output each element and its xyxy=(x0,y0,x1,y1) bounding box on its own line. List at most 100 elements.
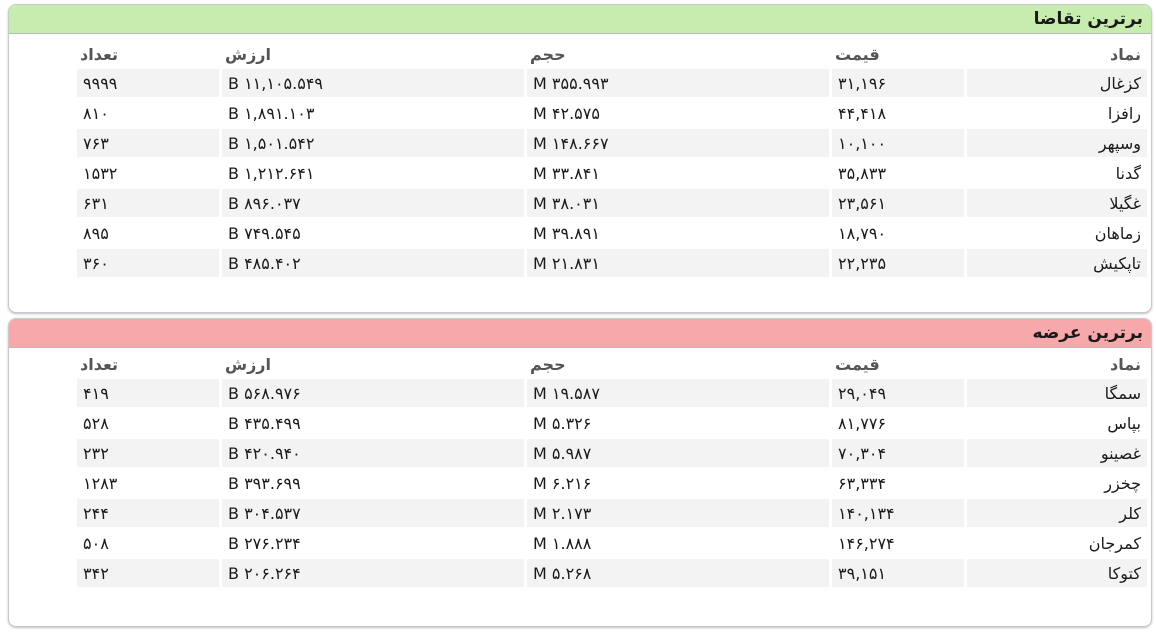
count-cell: ۳۴۲ xyxy=(74,559,219,589)
volume-cell: ۲.۱۷۳ M xyxy=(524,499,829,529)
symbol-cell[interactable]: کتوکا xyxy=(964,559,1147,589)
value-cell: ۸۹۶.۰۳۷ B xyxy=(219,189,524,219)
count-cell: ۴۱۹ xyxy=(74,379,219,409)
volume-cell: ۱۹.۵۸۷ M xyxy=(524,379,829,409)
table-row[interactable]: غصینو ۷۰,۳۰۴ ۵.۹۸۷ M ۴۲۰.۹۴۰ B ۲۳۲ xyxy=(74,439,1147,469)
volume-cell: ۳۹.۸۹۱ M xyxy=(524,219,829,249)
table-row[interactable]: بپاس ۸۱,۷۷۶ ۵.۳۲۶ M ۴۳۵.۴۹۹ B ۵۲۸ xyxy=(74,409,1147,439)
price-cell: ۱۸,۷۹۰ xyxy=(829,219,964,249)
price-cell: ۷۰,۳۰۴ xyxy=(829,439,964,469)
price-cell: ۳۱,۱۹۶ xyxy=(829,69,964,99)
count-cell: ۸۹۵ xyxy=(74,219,219,249)
symbol-cell[interactable]: سمگا xyxy=(964,379,1147,409)
value-cell: ۲۰۶.۲۶۴ B xyxy=(219,559,524,589)
top-demand-table: نماد قیمت حجم ارزش تعداد کزغال ۳۱,۱۹۶ ۳۵… xyxy=(74,39,1147,279)
count-cell: ۹۹۹۹ xyxy=(74,69,219,99)
symbol-cell[interactable]: کمرجان xyxy=(964,529,1147,559)
symbol-cell[interactable]: چخزر xyxy=(964,469,1147,499)
value-cell: ۳۹۳.۶۹۹ B xyxy=(219,469,524,499)
table-row[interactable]: کلر ۱۴۰,۱۳۴ ۲.۱۷۳ M ۳۰۴.۵۳۷ B ۲۴۴ xyxy=(74,499,1147,529)
volume-cell: ۴۲.۵۷۵ M xyxy=(524,99,829,129)
volume-cell: ۳۵۵.۹۹۳ M xyxy=(524,69,829,99)
column-header-count: تعداد xyxy=(74,39,219,69)
column-header-value: ارزش xyxy=(219,39,524,69)
column-header-volume: حجم xyxy=(524,349,829,379)
volume-cell: ۲۱.۸۳۱ M xyxy=(524,249,829,279)
count-cell: ۱۲۸۳ xyxy=(74,469,219,499)
price-cell: ۳۹,۱۵۱ xyxy=(829,559,964,589)
count-cell: ۷۶۳ xyxy=(74,129,219,159)
column-header-value: ارزش xyxy=(219,349,524,379)
table-row[interactable]: کزغال ۳۱,۱۹۶ ۳۵۵.۹۹۳ M ۱۱,۱۰۵.۵۴۹ B ۹۹۹۹ xyxy=(74,69,1147,99)
table-header-row: نماد قیمت حجم ارزش تعداد xyxy=(74,39,1147,69)
symbol-cell[interactable]: کلر xyxy=(964,499,1147,529)
count-cell: ۳۶۰ xyxy=(74,249,219,279)
value-cell: ۱۱,۱۰۵.۵۴۹ B xyxy=(219,69,524,99)
column-header-symbol: نماد xyxy=(964,39,1147,69)
symbol-cell[interactable]: غصینو xyxy=(964,439,1147,469)
top-demand-panel: برترین تقاضا نماد قیمت حجم ارزش تعداد کز… xyxy=(8,4,1152,313)
value-cell: ۴۲۰.۹۴۰ B xyxy=(219,439,524,469)
count-cell: ۶۳۱ xyxy=(74,189,219,219)
count-cell: ۲۳۲ xyxy=(74,439,219,469)
table-row[interactable]: وسپهر ۱۰,۱۰۰ ۱۴۸.۶۶۷ M ۱,۵۰۱.۵۴۲ B ۷۶۳ xyxy=(74,129,1147,159)
price-cell: ۱۴۰,۱۳۴ xyxy=(829,499,964,529)
volume-cell: ۳۸.۰۳۱ M xyxy=(524,189,829,219)
value-cell: ۷۴۹.۵۴۵ B xyxy=(219,219,524,249)
symbol-cell[interactable]: رافزا xyxy=(964,99,1147,129)
symbol-cell[interactable]: زماهان xyxy=(964,219,1147,249)
volume-cell: ۵.۹۸۷ M xyxy=(524,439,829,469)
price-cell: ۱۴۶,۲۷۴ xyxy=(829,529,964,559)
top-demand-title: برترین تقاضا xyxy=(9,5,1151,34)
symbol-cell[interactable]: تاپکیش xyxy=(964,249,1147,279)
table-row[interactable]: رافزا ۴۴,۴۱۸ ۴۲.۵۷۵ M ۱,۸۹۱.۱۰۳ B ۸۱۰ xyxy=(74,99,1147,129)
table-row[interactable]: چخزر ۶۳,۳۳۴ ۶.۲۱۶ M ۳۹۳.۶۹۹ B ۱۲۸۳ xyxy=(74,469,1147,499)
symbol-cell[interactable]: وسپهر xyxy=(964,129,1147,159)
symbol-cell[interactable]: غگیلا xyxy=(964,189,1147,219)
volume-cell: ۵.۳۲۶ M xyxy=(524,409,829,439)
count-cell: ۵۲۸ xyxy=(74,409,219,439)
symbol-cell[interactable]: بپاس xyxy=(964,409,1147,439)
value-cell: ۳۰۴.۵۳۷ B xyxy=(219,499,524,529)
price-cell: ۲۹,۰۴۹ xyxy=(829,379,964,409)
volume-cell: ۳۳.۸۴۱ M xyxy=(524,159,829,189)
table-row[interactable]: زماهان ۱۸,۷۹۰ ۳۹.۸۹۱ M ۷۴۹.۵۴۵ B ۸۹۵ xyxy=(74,219,1147,249)
symbol-cell[interactable]: کزغال xyxy=(964,69,1147,99)
table-row[interactable]: سمگا ۲۹,۰۴۹ ۱۹.۵۸۷ M ۵۶۸.۹۷۶ B ۴۱۹ xyxy=(74,379,1147,409)
volume-cell: ۵.۲۶۸ M xyxy=(524,559,829,589)
price-cell: ۸۱,۷۷۶ xyxy=(829,409,964,439)
column-header-count: تعداد xyxy=(74,349,219,379)
value-cell: ۲۷۶.۲۳۴ B xyxy=(219,529,524,559)
column-header-volume: حجم xyxy=(524,39,829,69)
price-cell: ۴۴,۴۱۸ xyxy=(829,99,964,129)
top-supply-table: نماد قیمت حجم ارزش تعداد سمگا ۲۹,۰۴۹ ۱۹.… xyxy=(74,349,1147,589)
value-cell: ۱,۲۱۲.۶۴۱ B xyxy=(219,159,524,189)
price-cell: ۶۳,۳۳۴ xyxy=(829,469,964,499)
table-row[interactable]: تاپکیش ۲۲,۲۳۵ ۲۱.۸۳۱ M ۴۸۵.۴۰۲ B ۳۶۰ xyxy=(74,249,1147,279)
volume-cell: ۶.۲۱۶ M xyxy=(524,469,829,499)
table-header-row: نماد قیمت حجم ارزش تعداد xyxy=(74,349,1147,379)
symbol-cell[interactable]: گدنا xyxy=(964,159,1147,189)
table-row[interactable]: کتوکا ۳۹,۱۵۱ ۵.۲۶۸ M ۲۰۶.۲۶۴ B ۳۴۲ xyxy=(74,559,1147,589)
column-header-price: قیمت xyxy=(829,39,964,69)
table-row[interactable]: کمرجان ۱۴۶,۲۷۴ ۱.۸۸۸ M ۲۷۶.۲۳۴ B ۵۰۸ xyxy=(74,529,1147,559)
table-row[interactable]: گدنا ۳۵,۸۳۳ ۳۳.۸۴۱ M ۱,۲۱۲.۶۴۱ B ۱۵۳۲ xyxy=(74,159,1147,189)
count-cell: ۲۴۴ xyxy=(74,499,219,529)
value-cell: ۵۶۸.۹۷۶ B xyxy=(219,379,524,409)
volume-cell: ۱۴۸.۶۶۷ M xyxy=(524,129,829,159)
column-header-price: قیمت xyxy=(829,349,964,379)
volume-cell: ۱.۸۸۸ M xyxy=(524,529,829,559)
table-row[interactable]: غگیلا ۲۳,۵۶۱ ۳۸.۰۳۱ M ۸۹۶.۰۳۷ B ۶۳۱ xyxy=(74,189,1147,219)
top-supply-title: برترین عرضه xyxy=(9,319,1151,348)
count-cell: ۱۵۳۲ xyxy=(74,159,219,189)
value-cell: ۴۳۵.۴۹۹ B xyxy=(219,409,524,439)
price-cell: ۲۲,۲۳۵ xyxy=(829,249,964,279)
count-cell: ۸۱۰ xyxy=(74,99,219,129)
count-cell: ۵۰۸ xyxy=(74,529,219,559)
top-supply-panel: برترین عرضه نماد قیمت حجم ارزش تعداد سمگ… xyxy=(8,318,1152,627)
column-header-symbol: نماد xyxy=(964,349,1147,379)
value-cell: ۴۸۵.۴۰۲ B xyxy=(219,249,524,279)
price-cell: ۳۵,۸۳۳ xyxy=(829,159,964,189)
price-cell: ۲۳,۵۶۱ xyxy=(829,189,964,219)
value-cell: ۱,۵۰۱.۵۴۲ B xyxy=(219,129,524,159)
